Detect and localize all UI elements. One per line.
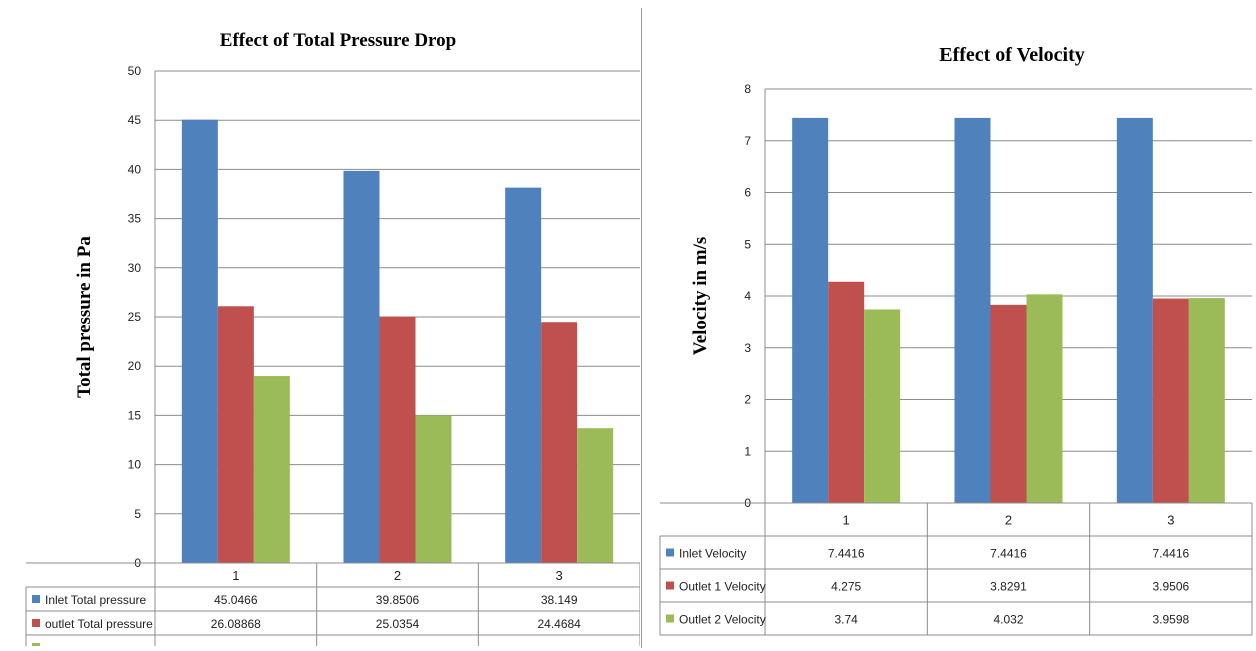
legend-series-name: Inlet Total pressure — [45, 593, 146, 607]
bar-1-cat-2 — [954, 117, 991, 503]
table-cell-value: 3.74 — [834, 613, 858, 627]
legend-series-name: Outlet 2 Velocity — [679, 613, 766, 627]
bar-3-cat-2 — [1026, 294, 1063, 503]
y-tick-label: 2 — [744, 393, 751, 407]
y-tick-label: 45 — [128, 113, 142, 127]
table-cell-value: 25.0354 — [376, 617, 420, 631]
pressure-chart-svg: Effect of Total Pressure Drop Total press… — [25, 30, 641, 651]
y-tick-label: 50 — [128, 64, 142, 78]
chart-title: Effect of Velocity — [939, 44, 1085, 66]
table-cell-value: 3.9598 — [1152, 613, 1189, 627]
y-tick-label: 30 — [128, 261, 142, 275]
chart-title: Effect of Total Pressure Drop — [220, 30, 456, 51]
bar-2-cat-2 — [379, 316, 416, 563]
y-tick-label: 4 — [744, 289, 751, 303]
x-category-label: 2 — [1005, 513, 1012, 528]
x-category-label: 1 — [843, 513, 850, 528]
bar-2-cat-1 — [828, 281, 865, 503]
x-category-label: 2 — [394, 568, 401, 583]
bar-3-cat-1 — [253, 376, 290, 563]
bar-2-cat-3 — [1152, 298, 1189, 503]
bar-3-cat-1 — [864, 309, 901, 503]
y-tick-label: 7 — [744, 134, 751, 148]
y-tick-label: 20 — [128, 359, 142, 373]
legend-key-swatch — [666, 581, 674, 590]
bar-2-cat-3 — [541, 322, 578, 563]
table-cell-value: 39.8506 — [376, 593, 420, 607]
y-axis-label: Total pressure in Pa — [74, 236, 95, 398]
y-tick-label: 8 — [744, 82, 751, 96]
y-tick-label: 6 — [744, 186, 751, 200]
bar-1-cat-2 — [343, 170, 380, 563]
x-category-label: 3 — [556, 568, 563, 583]
y-tick-label: 5 — [134, 507, 141, 521]
y-tick-label: 5 — [744, 237, 751, 251]
table-cell-value: 7.4416 — [1152, 547, 1189, 561]
legend-key-swatch — [32, 619, 40, 627]
table-cell-value: 26.08868 — [211, 617, 261, 631]
bar-2-cat-1 — [217, 306, 254, 563]
x-category-label: 3 — [1167, 513, 1174, 528]
legend-series-name: outlet Total pressure — [45, 617, 153, 631]
y-tick-label: 3 — [744, 341, 751, 355]
velocity-chart: Effect of Velocity Velocity in m/s 0 1 2 3 4 5 6… — [646, 0, 1256, 646]
bar-1-cat-3 — [1116, 117, 1153, 503]
legend-key-swatch — [666, 614, 674, 623]
table-cell-value: 24.4684 — [537, 617, 581, 631]
table-cell-value: 7.4416 — [990, 547, 1027, 561]
table-cell-value: 7.4416 — [828, 547, 865, 561]
table-cell-value: 38.149 — [541, 593, 578, 607]
bar-1-cat-1 — [792, 117, 829, 503]
bar-3-cat-3 — [577, 428, 614, 563]
y-tick-label: 15 — [128, 408, 142, 422]
legend-series-name: Outlet 1 Velocity — [679, 580, 766, 594]
x-category-label: 1 — [232, 568, 239, 583]
y-tick-label: 35 — [128, 212, 142, 226]
table-cell-value: 3.8291 — [990, 580, 1027, 594]
bar-2-cat-2 — [990, 304, 1027, 503]
y-tick-label: 10 — [128, 458, 142, 472]
bar-1-cat-3 — [505, 187, 542, 564]
table-cell-value: 4.275 — [831, 580, 861, 594]
y-tick-label: 40 — [128, 162, 142, 176]
chart-divider — [641, 8, 642, 648]
legend-series-name: Inlet Velocity — [679, 547, 746, 561]
legend-key-swatch — [32, 595, 40, 603]
y-tick-label: 1 — [744, 444, 751, 458]
table-cell-value: 45.0466 — [214, 593, 258, 607]
y-axis-label: Velocity in m/s — [690, 237, 711, 356]
y-tick-label: 25 — [128, 310, 142, 324]
legend-key-swatch — [666, 548, 674, 557]
bar-3-cat-2 — [415, 415, 452, 563]
bar-3-cat-3 — [1188, 298, 1225, 503]
table-cell-value: 4.032 — [993, 613, 1023, 627]
table-cell-value: 3.9506 — [1152, 580, 1189, 594]
pressure-chart: Effect of Total Pressure Drop Total press… — [25, 30, 641, 651]
bar-1-cat-1 — [181, 119, 218, 563]
